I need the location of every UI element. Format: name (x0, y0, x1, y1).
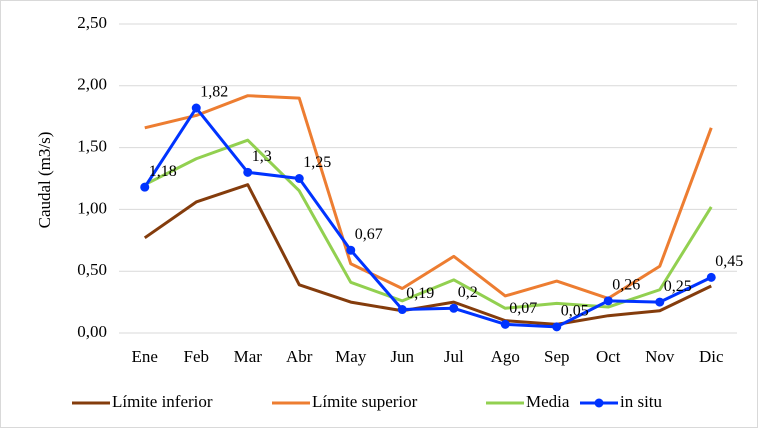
y-tick-label: 2,50 (77, 13, 107, 32)
data-label: 0,19 (406, 285, 434, 302)
series-line (144, 94, 713, 300)
data-label: 0,25 (664, 278, 692, 295)
data-label: 0,07 (509, 300, 537, 317)
data-point (397, 305, 407, 315)
series-line (144, 138, 713, 310)
legend-marker (594, 398, 604, 408)
data-point (603, 296, 613, 306)
x-tick-label: Jul (444, 347, 464, 366)
data-point (294, 174, 304, 183)
data-label: 1,25 (303, 154, 331, 171)
y-tick-label: 0,50 (77, 260, 107, 279)
x-tick-label: Sep (544, 347, 570, 366)
y-tick-label: 0,00 (77, 322, 107, 341)
data-point (346, 245, 356, 255)
data-point (500, 319, 510, 329)
data-point (449, 303, 459, 313)
y-axis-label: Caudal (m3/s) (35, 132, 54, 229)
legend-label: Límite superior (312, 392, 418, 411)
x-tick-label: Dic (699, 347, 724, 366)
x-tick-label: Oct (596, 347, 621, 366)
x-tick-label: Feb (184, 347, 210, 366)
data-point (655, 297, 665, 307)
legend-label: Media (526, 392, 570, 411)
legend-label: in situ (620, 392, 663, 411)
data-label: 0,2 (458, 284, 478, 301)
x-tick-label: Ene (132, 347, 158, 366)
x-tick-label: Nov (645, 347, 675, 366)
series-line (143, 106, 712, 329)
x-tick-label: Abr (286, 347, 313, 366)
data-point (191, 103, 201, 113)
series-line (143, 183, 712, 326)
data-label: 0,45 (715, 253, 743, 270)
x-tick-label: May (335, 347, 367, 366)
data-label: 1,18 (149, 163, 177, 180)
x-tick-label: Ago (491, 347, 520, 366)
data-label: 0,05 (561, 302, 589, 319)
data-point (243, 167, 253, 177)
y-tick-label: 1,50 (77, 137, 107, 156)
data-point (706, 272, 716, 282)
x-tick-label: Mar (234, 347, 263, 366)
data-label: 1,3 (252, 148, 272, 165)
data-label: 0,26 (612, 277, 640, 294)
data-label: 1,82 (200, 84, 228, 101)
data-point (552, 322, 562, 332)
x-tick-label: Jun (390, 347, 414, 366)
legend-label: Límite inferior (112, 392, 213, 411)
y-tick-label: 1,00 (77, 198, 107, 217)
data-label: 0,67 (355, 226, 383, 243)
y-tick-label: 2,00 (77, 75, 107, 94)
data-point (140, 182, 150, 192)
